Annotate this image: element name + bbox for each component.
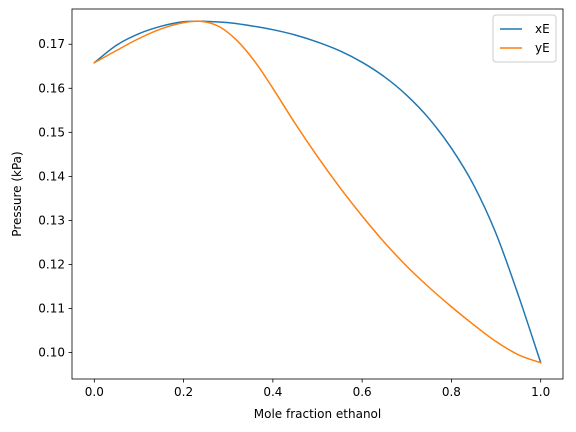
x-axis-label: Mole fraction ethanol	[254, 407, 381, 421]
y-tick-label: 0.13	[38, 213, 65, 227]
y-tick-label: 0.12	[38, 257, 65, 271]
y-tick-label: 0.14	[38, 169, 65, 183]
series-layer	[93, 20, 542, 364]
y-tick-label: 0.15	[38, 125, 65, 139]
y-tick-label: 0.17	[38, 37, 65, 51]
ticks-layer: 0.0 0.2 0.4 0.6 0.8 1.0 0.10 0.11 0.12 0.13 0.14 0.…	[38, 37, 550, 399]
y-axis-label: Pressure (kPa)	[10, 151, 24, 236]
series-line-ye	[93, 20, 542, 364]
legend-label-xe: xE	[535, 22, 550, 36]
plot-frame	[71, 8, 564, 380]
y-tick-label: 0.11	[38, 302, 65, 316]
y-tick-label: 0.10	[38, 346, 65, 360]
legend: xE yE	[492, 14, 557, 63]
x-tick-label: 0.4	[263, 385, 282, 399]
x-tick-label: 0.6	[353, 385, 372, 399]
x-tick-label: 0.8	[442, 385, 461, 399]
legend-box	[492, 14, 557, 63]
x-tick-label: 0.0	[85, 385, 104, 399]
y-tick-label: 0.16	[38, 81, 65, 95]
series-line-xe	[93, 20, 542, 364]
legend-label-ye: yE	[535, 41, 550, 55]
x-tick-label: 0.2	[174, 385, 193, 399]
x-tick-label: 1.0	[531, 385, 550, 399]
